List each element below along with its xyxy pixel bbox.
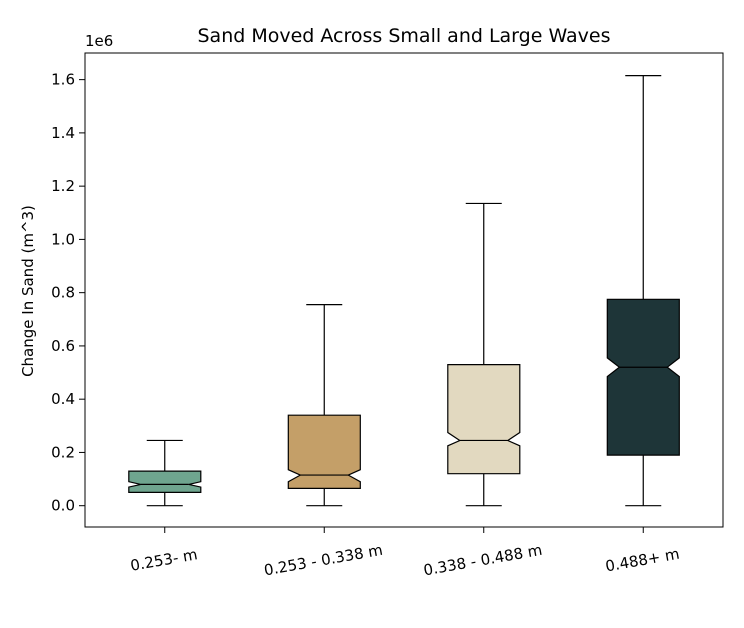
box-body (447, 364, 521, 475)
x-tick-label: 0.253- m (129, 545, 199, 574)
y-tick-label: 0.0 (51, 497, 75, 515)
y-offset-label: 1e6 (85, 32, 113, 50)
y-tick-label: 1.0 (51, 230, 75, 248)
box-body (606, 298, 680, 456)
box-body (287, 414, 361, 489)
y-tick-label: 1.4 (51, 124, 75, 142)
x-tick-label: 0.338 - 0.488 m (422, 541, 544, 580)
plot-frame (84, 52, 724, 528)
y-tick-label: 0.4 (51, 390, 75, 408)
plot-area: 0.0 0.2 0.4 0.6 0.8 1.0 1.2 1.4 1.6 0.253- m 0.253… (51, 71, 681, 580)
y-tick-label: 0.6 (51, 337, 75, 355)
y-tick-label: 0.8 (51, 284, 75, 302)
y-tick-label: 1.2 (51, 177, 75, 195)
y-tick-label: 0.2 (51, 443, 75, 461)
box-body (128, 470, 202, 493)
x-tick-label: 0.488+ m (604, 545, 681, 576)
y-tick-label: 1.6 (51, 71, 75, 89)
x-tick-label: 0.253 - 0.338 m (263, 541, 385, 580)
chart-title: Sand Moved Across Small and Large Waves (198, 25, 611, 47)
y-axis-label: Change In Sand (m^3) (19, 205, 37, 377)
